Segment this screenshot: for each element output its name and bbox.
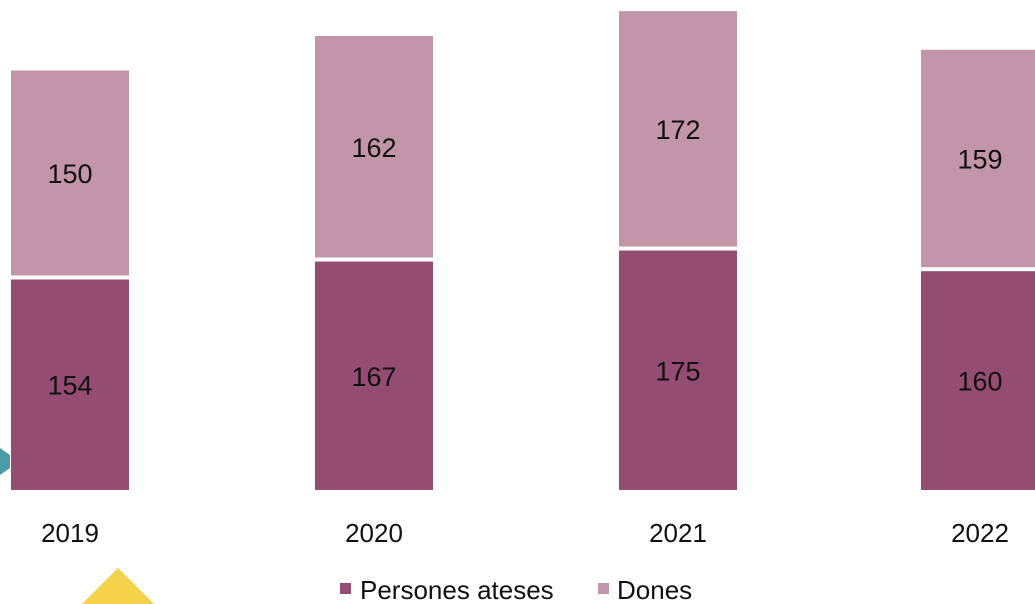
bar-dones-2022 <box>921 49 1035 268</box>
x-tick-label-2021: 2021 <box>649 518 707 548</box>
x-axis-ticks: 2019 2020 2021 2022 <box>41 518 1009 548</box>
legend-swatch-persones-ateses <box>340 583 351 594</box>
bar-persones-ateses-2020 <box>315 261 433 490</box>
data-label-dones-2022: 159 <box>957 144 1002 174</box>
legend: Persones ateses Dones <box>340 575 692 604</box>
x-tick-label-2020: 2020 <box>345 518 403 548</box>
x-tick-label-2022: 2022 <box>951 518 1009 548</box>
teal-decoration-shape <box>0 448 10 475</box>
data-label-persones-ateses-2020: 167 <box>351 362 396 392</box>
legend-label-persones-ateses: Persones ateses <box>360 575 554 604</box>
bar-dones-2019 <box>11 70 129 276</box>
bar-persones-ateses-2022 <box>921 271 1035 490</box>
bars-layer <box>11 11 1035 490</box>
data-label-dones-2021: 172 <box>655 115 700 145</box>
bar-persones-ateses-2019 <box>11 279 129 490</box>
data-labels-layer: 154 150 167 162 175 172 160 159 <box>47 115 1002 401</box>
yellow-triangle-decoration <box>82 568 154 604</box>
data-label-dones-2020: 162 <box>351 133 396 163</box>
data-label-persones-ateses-2019: 154 <box>47 371 92 401</box>
data-label-persones-ateses-2022: 160 <box>957 367 1002 397</box>
bar-persones-ateses-2021 <box>619 250 737 490</box>
legend-label-dones: Dones <box>617 575 692 604</box>
data-label-dones-2019: 150 <box>47 159 92 189</box>
data-label-persones-ateses-2021: 175 <box>655 356 700 386</box>
legend-swatch-dones <box>598 583 609 594</box>
bar-dones-2021 <box>619 11 737 247</box>
bar-dones-2020 <box>315 35 433 258</box>
x-tick-label-2019: 2019 <box>41 518 99 548</box>
